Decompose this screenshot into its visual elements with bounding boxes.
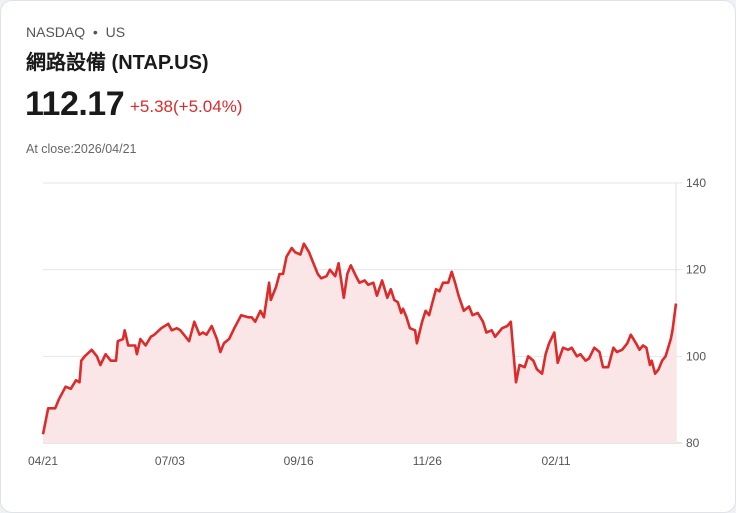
separator: •: [92, 24, 98, 40]
region: US: [105, 24, 126, 40]
y-tick-label: 120: [686, 263, 706, 277]
x-tick-label: 07/03: [155, 454, 185, 468]
x-tick-label: 02/11: [541, 454, 570, 468]
x-tick-label: 11/26: [413, 454, 442, 468]
x-tick-label: 04/21: [28, 454, 58, 468]
price-change: +5.38(+5.04%): [130, 97, 243, 116]
y-tick-label: 80: [686, 436, 700, 450]
y-tick-label: 100: [686, 349, 706, 363]
stock-title: 網路設備 (NTAP.US): [26, 52, 209, 74]
y-tick-label: 140: [686, 176, 706, 190]
price-area: [43, 243, 676, 443]
price: 112.17: [25, 85, 125, 123]
price-line: [41, 242, 678, 435]
close-time: At close:2026/04/21: [26, 142, 137, 156]
exchange-line: NASDAQ • US: [26, 24, 125, 40]
x-tick-label: 09/16: [284, 454, 314, 468]
exchange: NASDAQ: [26, 24, 86, 40]
